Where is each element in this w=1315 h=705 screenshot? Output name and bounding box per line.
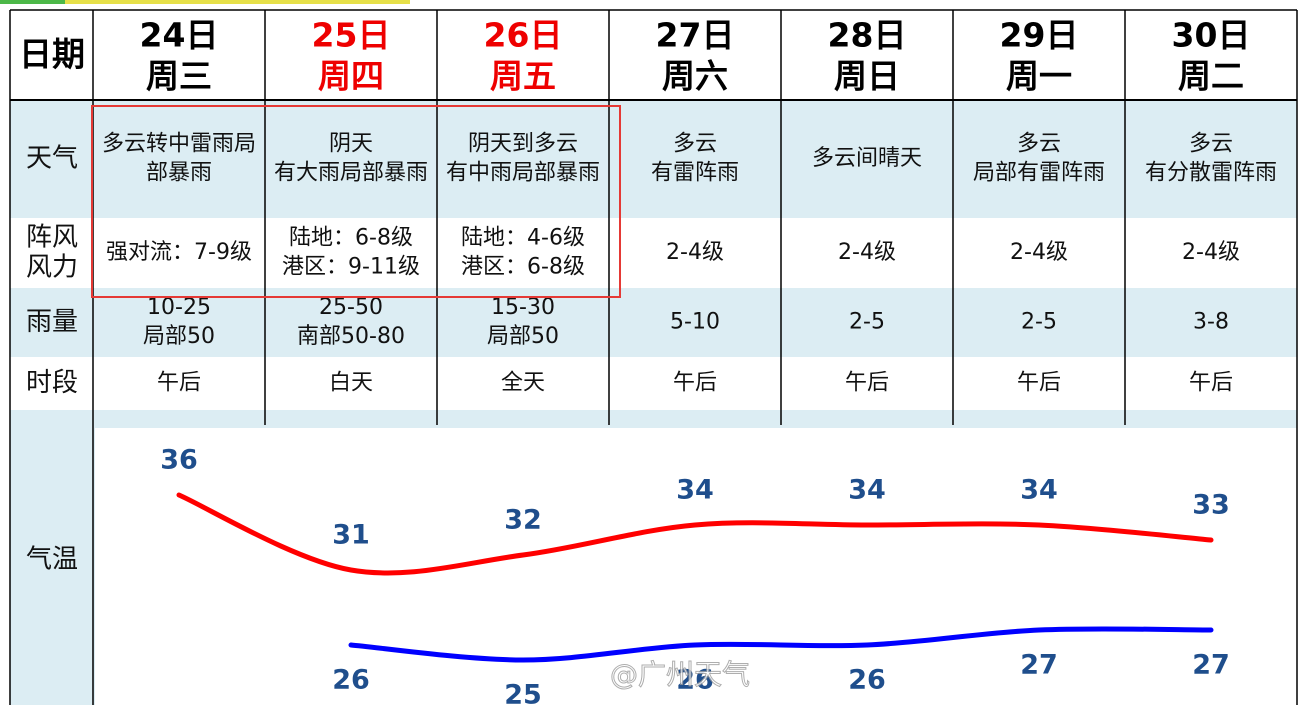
day-weekday: 周六 bbox=[662, 57, 728, 96]
day-weekday: 周三 bbox=[146, 57, 212, 96]
cell-text: 25-50 bbox=[319, 295, 383, 320]
cell-text: 有分散雷阵雨 bbox=[1145, 161, 1277, 186]
cell-text: 多云转中雷雨局 bbox=[102, 132, 256, 157]
day-weekday: 周日 bbox=[834, 57, 900, 96]
day-weekday: 周一 bbox=[1006, 57, 1072, 96]
cell-text: 多云 bbox=[1189, 132, 1233, 157]
top-strip bbox=[0, 0, 410, 4]
cell-text: 陆地：6-8级 bbox=[289, 226, 413, 251]
cell-text: 10-25 bbox=[147, 295, 211, 320]
cell-text: 全天 bbox=[501, 371, 545, 396]
low-label: 26 bbox=[676, 665, 714, 696]
cell-text: 有中雨局部暴雨 bbox=[446, 161, 600, 186]
cell-text: 局部50 bbox=[487, 324, 559, 349]
cell-text: 多云 bbox=[1017, 132, 1061, 157]
row-label: 天气 bbox=[26, 144, 78, 174]
high-label: 34 bbox=[676, 475, 714, 506]
high-label: 34 bbox=[1020, 475, 1058, 506]
cell-text: 15-30 bbox=[491, 295, 555, 320]
cell-text: 港区：9-11级 bbox=[282, 255, 420, 280]
cell-text: 阴天到多云 bbox=[468, 132, 578, 157]
row-bg bbox=[10, 218, 1297, 288]
cell-text: 局部有雷阵雨 bbox=[973, 161, 1105, 186]
cell-text: 陆地：4-6级 bbox=[461, 226, 585, 251]
row-label: 阵风 bbox=[26, 223, 78, 253]
cell-text: 2-4级 bbox=[1010, 240, 1068, 265]
highlight-box bbox=[91, 105, 621, 298]
cell-text: 5-10 bbox=[670, 310, 720, 335]
cell-text: 2-4级 bbox=[666, 240, 724, 265]
cell-text: 午后 bbox=[157, 371, 201, 396]
low-line bbox=[348, 626, 1214, 663]
cell-text: 南部50-80 bbox=[297, 324, 405, 349]
low-label: 27 bbox=[1020, 650, 1058, 681]
day-date: 30日 bbox=[1172, 16, 1251, 55]
row-bg bbox=[10, 288, 1297, 357]
cell-text: 有大雨局部暴雨 bbox=[274, 161, 428, 186]
cell-text: 阴天 bbox=[329, 132, 373, 157]
low-label: 25 bbox=[504, 680, 542, 705]
cell-text: 午后 bbox=[1189, 371, 1233, 396]
day-weekday: 周二 bbox=[1178, 57, 1244, 96]
cell-text: 多云 bbox=[673, 132, 717, 157]
day-date: 28日 bbox=[828, 16, 907, 55]
day-date: 24日 bbox=[140, 16, 219, 55]
row-bg bbox=[10, 100, 1297, 218]
cell-text: 3-8 bbox=[1193, 310, 1229, 335]
high-label: 31 bbox=[332, 520, 370, 551]
low-label: 26 bbox=[332, 665, 370, 696]
cell-text: 2-5 bbox=[1021, 310, 1057, 335]
cell-text: 午后 bbox=[673, 371, 717, 396]
cell-text: 2-4级 bbox=[1182, 240, 1240, 265]
row-bg bbox=[10, 357, 1297, 410]
cell-text: 港区：6-8级 bbox=[461, 255, 585, 280]
row-label: 雨量 bbox=[26, 307, 78, 337]
cell-text: 强对流：7-9级 bbox=[106, 240, 252, 265]
cell-text: 多云间晴天 bbox=[812, 146, 922, 171]
top-strip bbox=[0, 0, 65, 4]
high-label: 34 bbox=[848, 475, 886, 506]
low-label: 27 bbox=[1192, 650, 1230, 681]
row-label: 气温 bbox=[26, 545, 78, 575]
day-weekday: 周四 bbox=[318, 57, 384, 96]
header-label: 日期 bbox=[19, 35, 85, 74]
cell-text: 午后 bbox=[845, 371, 889, 396]
cell-text: 有雷阵雨 bbox=[651, 161, 739, 186]
day-date: 26日 bbox=[484, 16, 563, 55]
high-line bbox=[176, 492, 1214, 576]
cell-text: 局部50 bbox=[143, 324, 215, 349]
high-label: 36 bbox=[160, 445, 198, 476]
high-label: 33 bbox=[1192, 490, 1230, 521]
chart-area bbox=[95, 428, 1297, 705]
cell-text: 2-5 bbox=[849, 310, 885, 335]
low-label: 26 bbox=[848, 665, 886, 696]
cell-text: 午后 bbox=[1017, 371, 1061, 396]
cell-text: 2-4级 bbox=[838, 240, 896, 265]
day-date: 29日 bbox=[1000, 16, 1079, 55]
high-label: 32 bbox=[504, 505, 542, 536]
cell-text: 部暴雨 bbox=[146, 161, 212, 186]
row-label: 风力 bbox=[26, 253, 78, 283]
day-weekday: 周五 bbox=[490, 57, 556, 96]
row-label: 时段 bbox=[26, 368, 78, 398]
watermark: @广州天气 bbox=[610, 658, 750, 691]
day-date: 25日 bbox=[312, 16, 391, 55]
cell-text: 白天 bbox=[329, 371, 373, 396]
day-date: 27日 bbox=[656, 16, 735, 55]
